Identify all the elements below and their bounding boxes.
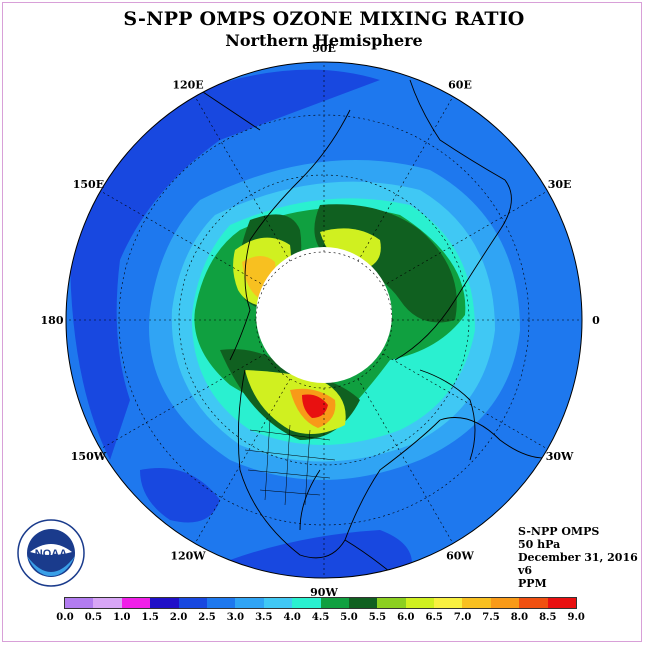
field-8-5-america (302, 394, 328, 418)
logo-text: NOAA (35, 548, 67, 560)
state-lines (244, 419, 336, 506)
colorbar-swatch (519, 598, 548, 608)
colorbar-swatch (348, 598, 378, 608)
info-version: v6 (518, 564, 533, 577)
longitude-label: 120W (170, 550, 206, 563)
colorbar-swatch (377, 598, 406, 608)
coast-east-asia (229, 109, 351, 361)
info-block: S-NPP OMPS 50 hPa December 31, 2016 v6 P… (518, 525, 638, 590)
meridian-8 (100, 353, 266, 450)
colorbar-swatch (178, 598, 207, 608)
colorbar-swatch (121, 598, 151, 608)
info-pressure-level: 50 hPa (518, 538, 561, 551)
colorbar-swatch (235, 598, 264, 608)
colorbar-tick-label: 6.5 (425, 612, 443, 623)
colorbar-swatch (292, 598, 321, 608)
info-date: December 31, 2016 (518, 551, 638, 564)
colorbar-tick-label: 1.5 (141, 612, 159, 623)
colorbar-tick-label: 4.5 (311, 612, 330, 623)
longitude-label: 60W (446, 550, 474, 563)
meridians (66, 62, 582, 578)
colorbar-swatch (150, 598, 179, 608)
longitude-label: 60E (448, 78, 472, 91)
meridian-10 (100, 190, 266, 287)
colorbar-swatch (93, 598, 122, 608)
meridian-2 (382, 190, 548, 287)
colorbar-tick-label: 6.0 (397, 612, 415, 623)
longitude-label: 90W (310, 586, 338, 599)
meridian-1 (357, 96, 454, 262)
coastlines (199, 79, 571, 578)
colorbar-swatch (320, 598, 349, 608)
colorbar-tick-label: 9.0 (567, 612, 585, 623)
colorbar-swatch (405, 598, 435, 608)
noaa-logo-icon: NOAA (17, 519, 85, 587)
colorbar-tick-label: 7.5 (482, 612, 500, 623)
colorbar-swatch (490, 598, 520, 608)
colorbar-tick-label: 2.5 (198, 612, 216, 623)
colorbar-tick-label: 7.0 (453, 612, 472, 623)
polar-night-mask (256, 247, 392, 383)
colorbar-swatch (206, 598, 236, 608)
colorbar-tick-label: 0.0 (56, 612, 74, 623)
field-6-0-europe (320, 228, 381, 270)
colorbar (64, 597, 578, 609)
us-state-borders (244, 419, 336, 506)
graticule (66, 62, 582, 578)
longitude-label: 30W (546, 450, 574, 463)
coast-europe (394, 179, 512, 361)
longitude-label: 180 (41, 314, 64, 327)
colorbar-tick-label: 5.5 (368, 612, 387, 623)
field-2-0-west (70, 69, 380, 460)
colorbar-tick-label: 3.5 (255, 612, 273, 623)
info-units: PPM (518, 577, 547, 590)
meridian-5 (357, 378, 454, 544)
meridian-7 (194, 378, 291, 544)
field-2-0-pacific (140, 468, 220, 523)
map-title: S-NPP OMPS OZONE MIXING RATIO (123, 8, 525, 30)
map-boundary (65, 61, 583, 579)
coast-gulf (299, 469, 321, 531)
colorbar-swatch (263, 598, 293, 608)
colorbar-tick-label: 8.0 (510, 612, 529, 623)
meridian-4 (382, 353, 548, 450)
info-instrument: S-NPP OMPS (518, 525, 600, 538)
colorbar-swatch (434, 598, 463, 608)
coast-north-america (237, 369, 441, 559)
coast-japan (199, 89, 261, 131)
colorbar-swatch (65, 598, 94, 608)
longitude-label: 150W (71, 450, 107, 463)
colorbar-tick-label: 5.0 (340, 612, 358, 623)
coast-west-asia (409, 79, 506, 181)
colorbar-tick-label: 8.5 (539, 612, 557, 623)
longitude-label: 120E (172, 78, 203, 91)
colorbar-tick-label: 2.0 (169, 612, 188, 623)
longitude-labels: 90E 60E 30E 0 30W 60W 90W 120W 150W 180 150E 120E (41, 42, 601, 599)
longitude-label: 30E (548, 178, 572, 191)
map-subtitle: Northern Hemisphere (225, 31, 423, 50)
colorbar-swatch (462, 598, 491, 608)
colorbar-tick-label: 1.0 (113, 612, 131, 623)
colorbar-ticks: 0.0 0.5 1.0 1.5 2.0 2.5 3.0 3.5 4.0 4.5 5.0 5.5 6.0 6… (0, 612, 648, 626)
longitude-label: 150E (73, 178, 104, 191)
meridian-11 (194, 96, 291, 262)
longitude-label: 90E (312, 42, 336, 55)
longitude-label: 0 (592, 314, 600, 327)
colorbar-tick-label: 0.5 (84, 612, 103, 623)
colorbar-tick-label: 4.0 (283, 612, 301, 623)
colorbar-tick-label: 3.0 (226, 612, 245, 623)
colorbar-swatch (547, 598, 577, 608)
coast-iceland (419, 369, 476, 461)
